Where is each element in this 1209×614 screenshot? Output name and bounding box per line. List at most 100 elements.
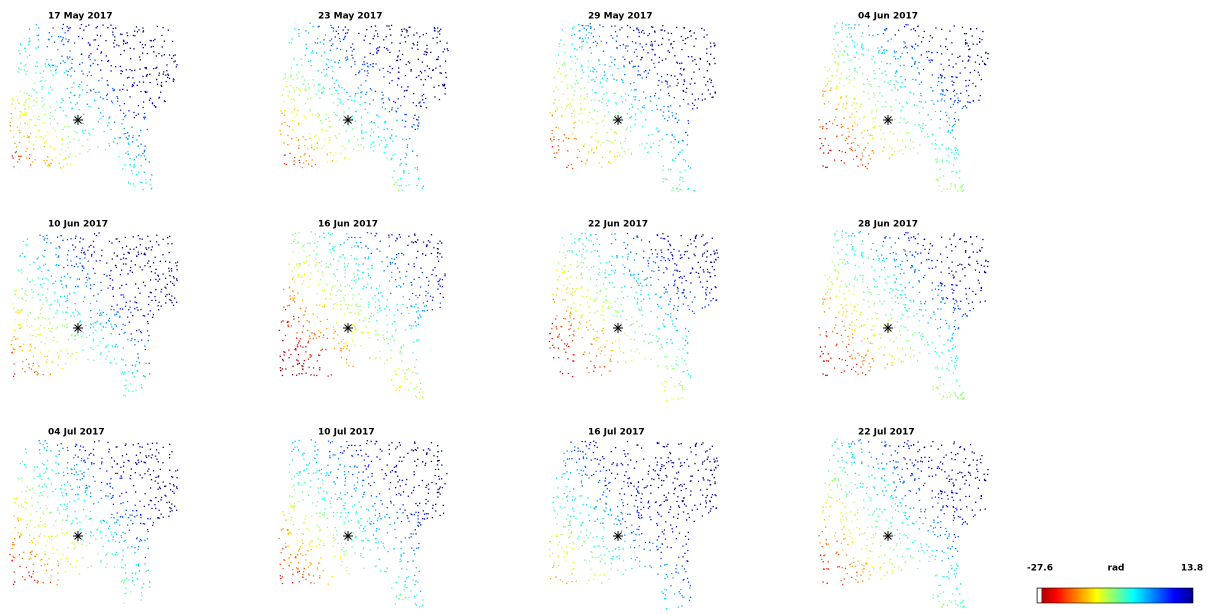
- pixel: [662, 323, 663, 324]
- pixel: [399, 50, 400, 51]
- pixel: [117, 304, 118, 305]
- pixel: [405, 41, 406, 42]
- pixel: [899, 358, 900, 359]
- pixel: [580, 304, 581, 305]
- pixel: [415, 321, 416, 322]
- pixel: [946, 38, 947, 39]
- pixel: [333, 259, 334, 260]
- pixel: [940, 93, 941, 94]
- pixel: [658, 270, 659, 271]
- pixel: [116, 325, 117, 326]
- pixel: [566, 84, 567, 85]
- pixel: [404, 96, 405, 97]
- pixel: [641, 239, 642, 240]
- pixel: [125, 258, 126, 259]
- pixel: [406, 114, 407, 115]
- pixel: [379, 357, 380, 358]
- pixel: [669, 95, 670, 96]
- pixel: [79, 64, 80, 65]
- pixel: [399, 185, 400, 186]
- pixel: [853, 42, 854, 43]
- pixel: [74, 339, 75, 340]
- pixel: [963, 106, 964, 107]
- pixel: [681, 36, 682, 37]
- pixel: [98, 121, 99, 122]
- pixel: [311, 52, 312, 53]
- pixel: [101, 60, 102, 61]
- pixel: [328, 59, 329, 60]
- pixel: [601, 166, 602, 167]
- pixel: [437, 256, 438, 257]
- pixel: [149, 100, 150, 101]
- pixel: [900, 56, 901, 57]
- pixel: [296, 263, 297, 264]
- pixel: [61, 98, 62, 99]
- pixel: [106, 262, 107, 263]
- pixel: [571, 308, 572, 309]
- pixel: [668, 111, 669, 112]
- pixel: [53, 337, 54, 338]
- pixel: [642, 107, 643, 108]
- pixel: [559, 334, 560, 335]
- pixel: [353, 366, 354, 367]
- pixel: [582, 121, 583, 122]
- pixel: [291, 112, 292, 113]
- pixel: [390, 159, 391, 160]
- pixel: [559, 43, 560, 44]
- pixel: [590, 47, 591, 48]
- pixel: [291, 38, 292, 39]
- pixel: [572, 44, 573, 45]
- pixel: [98, 293, 99, 294]
- pixel: [38, 268, 39, 269]
- pixel: [123, 296, 124, 297]
- pixel: [56, 264, 57, 265]
- pixel: [353, 149, 354, 150]
- pixel: [669, 244, 670, 245]
- pixel: [126, 388, 127, 389]
- pixel: [116, 238, 117, 239]
- pixel: [153, 68, 154, 69]
- pixel: [337, 105, 338, 106]
- pixel: [124, 116, 125, 117]
- pixel: [395, 240, 396, 241]
- pixel: [65, 319, 66, 320]
- pixel: [285, 335, 286, 336]
- pixel: [403, 170, 404, 171]
- pixel: [424, 51, 425, 52]
- pixel: [883, 133, 884, 134]
- pixel: [26, 295, 27, 296]
- pixel: [304, 274, 305, 275]
- pixel: [588, 329, 589, 330]
- pixel: [323, 69, 324, 70]
- pixel: [862, 275, 863, 276]
- pixel: [610, 151, 611, 152]
- pixel: [622, 256, 623, 257]
- pixel: [893, 252, 894, 253]
- pixel: [915, 30, 916, 31]
- pixel: [374, 295, 375, 296]
- pixel: [354, 61, 355, 62]
- pixel: [571, 35, 572, 36]
- pixel: [43, 236, 44, 237]
- pixel: [310, 272, 311, 273]
- pixel: [290, 75, 291, 76]
- pixel: [416, 155, 417, 156]
- pixel: [129, 322, 130, 323]
- pixel: [631, 154, 632, 155]
- pixel: [549, 341, 550, 342]
- pixel: [955, 184, 956, 185]
- pixel: [281, 123, 282, 124]
- pixel: [98, 232, 99, 233]
- pixel: [640, 283, 641, 284]
- pixel: [121, 70, 122, 71]
- pixel: [952, 289, 953, 290]
- pixel: [674, 97, 675, 98]
- pixel: [621, 291, 622, 292]
- pixel: [714, 63, 715, 64]
- pixel: [337, 269, 338, 270]
- pixel: [873, 278, 874, 279]
- pixel: [575, 122, 576, 123]
- pixel: [413, 44, 414, 45]
- panel: 29 May 2017: [549, 12, 716, 192]
- pixel: [839, 78, 840, 79]
